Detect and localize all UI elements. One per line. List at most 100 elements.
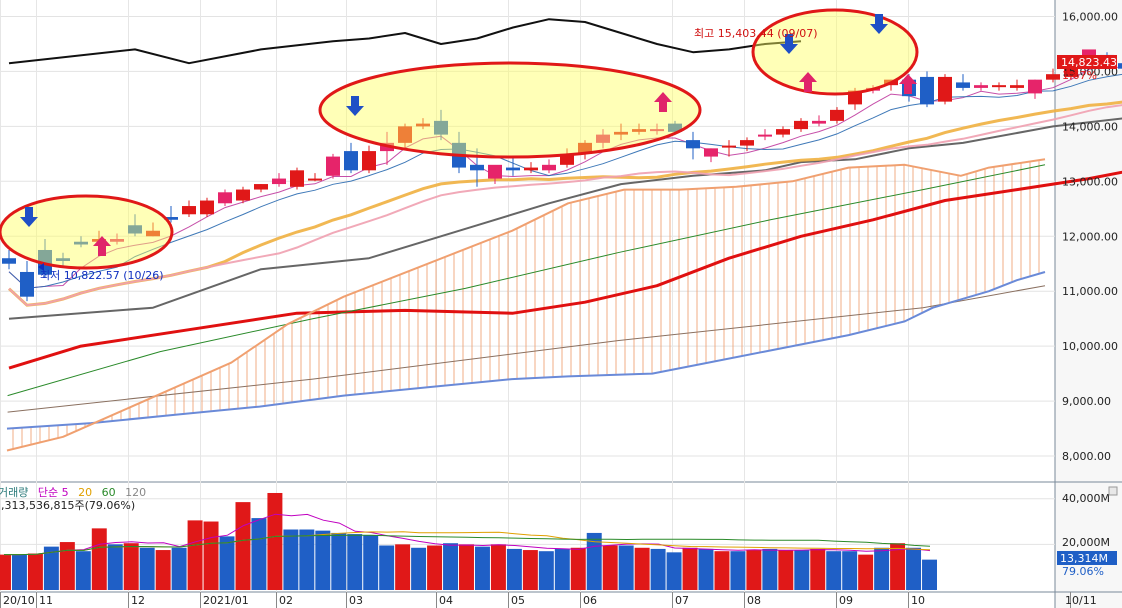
candle-body [110,239,124,242]
volume-bar [427,545,443,590]
line-cloud-blue [6,271,1046,430]
line-cloud-orange [6,158,1046,452]
volume-bar [395,544,411,590]
volume-bar [187,520,203,590]
candle-body [74,241,88,245]
candle-body [632,129,646,132]
candle-body [164,217,178,220]
date-tick-label: 08 [747,594,761,607]
candle-body [416,123,430,127]
right-axis-bg [1055,0,1122,608]
volume-bar [347,534,363,590]
volume-bar [746,550,762,590]
price-tick-label: 8,000.00 [1062,450,1111,463]
volume-bar [155,550,171,590]
volume-collapse-button[interactable] [1108,486,1118,496]
date-tick-label: 03 [349,594,363,607]
highlight-ellipse [0,194,174,270]
volume-bar [506,548,522,590]
volume-bar [842,551,858,590]
date-tick-label: 07 [675,594,689,607]
candle-body [506,167,520,171]
sell-arrow-icon [870,14,888,34]
buy-arrow-icon [93,236,111,256]
date-tick-label: 20/10 [3,594,35,607]
volume-bars [0,492,1055,590]
volume-bar [714,551,730,590]
candle-body [776,129,790,135]
low-annotation: 최저 10,822.57 (10/26) [40,269,164,282]
candle-body [1118,63,1122,69]
last-volume-pct: 79.06% [1062,565,1104,578]
candle-body [668,123,682,132]
legend-ma120: 120 [125,486,146,499]
volume-bar [107,544,123,590]
line-red-thick [8,170,1122,370]
volume-bar [331,532,347,590]
volume-bar [283,529,299,590]
date-axis: 20/10 11 12 2021/01 02 03 04 05 06 07 08 09 10 [0,592,1071,608]
candle-body [686,140,700,149]
legend-ma5: 단순 5 [38,486,69,499]
volume-bar [890,543,906,590]
candle-body [200,200,214,215]
volume-bar [267,492,283,590]
volume-bar [634,547,650,590]
candle-body [524,167,538,171]
legend-ma60: 60 [102,486,116,499]
date-tick-label: 12 [131,594,145,607]
candle-body [758,134,772,137]
volume-bar [618,545,634,590]
date-tick-label: 02 [279,594,293,607]
date-tick-label: 10 [911,594,925,607]
candle-body [272,178,286,185]
candle-body [344,151,358,171]
candle-body [740,140,754,146]
candle-body [542,164,556,171]
candle-body [704,148,718,157]
candle-body [236,189,250,201]
price-tick-label: 16,000.00 [1062,10,1118,23]
volume-bar [474,546,490,590]
candle-body [326,156,340,176]
volume-bar [171,547,187,590]
volume-bar [570,547,586,590]
price-tick-label: 13,000.00 [1062,175,1118,188]
price-tick-label: 14,000.00 [1062,120,1118,133]
volume-bar [91,528,107,590]
volume-bar [203,521,219,590]
moving-average-line [8,104,1122,307]
volume-bar [682,547,698,590]
candle-body [560,153,574,165]
highlight-ellipses [0,8,919,270]
candle-body [362,151,376,171]
date-tick-label: 11 [39,594,53,607]
candle-body [128,225,142,234]
legend-ma20: 20 [78,486,92,499]
candle-body [938,76,952,102]
volume-bar [858,554,874,590]
candle-body [830,109,844,121]
candle-body [146,230,160,237]
volume-bar [490,544,506,590]
volume-bar [826,551,842,590]
candle-body [20,271,34,297]
buy-arrow-icon [654,92,672,112]
sell-arrow-icon [20,207,38,227]
volume-bar [139,547,155,590]
buy-arrow-icon [899,74,917,94]
candle-body [596,134,610,143]
volume-bar [235,502,251,590]
volume-bar [11,554,27,590]
date-tick-label: 04 [439,594,453,607]
highlight-ellipse [318,61,702,159]
date-tick-label: 09 [839,594,853,607]
volume-bar [379,545,395,590]
candle-body [794,120,808,130]
last-price-label: 14,823.43 [1061,56,1117,69]
volume-bar [411,547,427,590]
candle-body [1082,49,1096,61]
candle-body [434,120,448,135]
volume-bar [59,542,75,590]
